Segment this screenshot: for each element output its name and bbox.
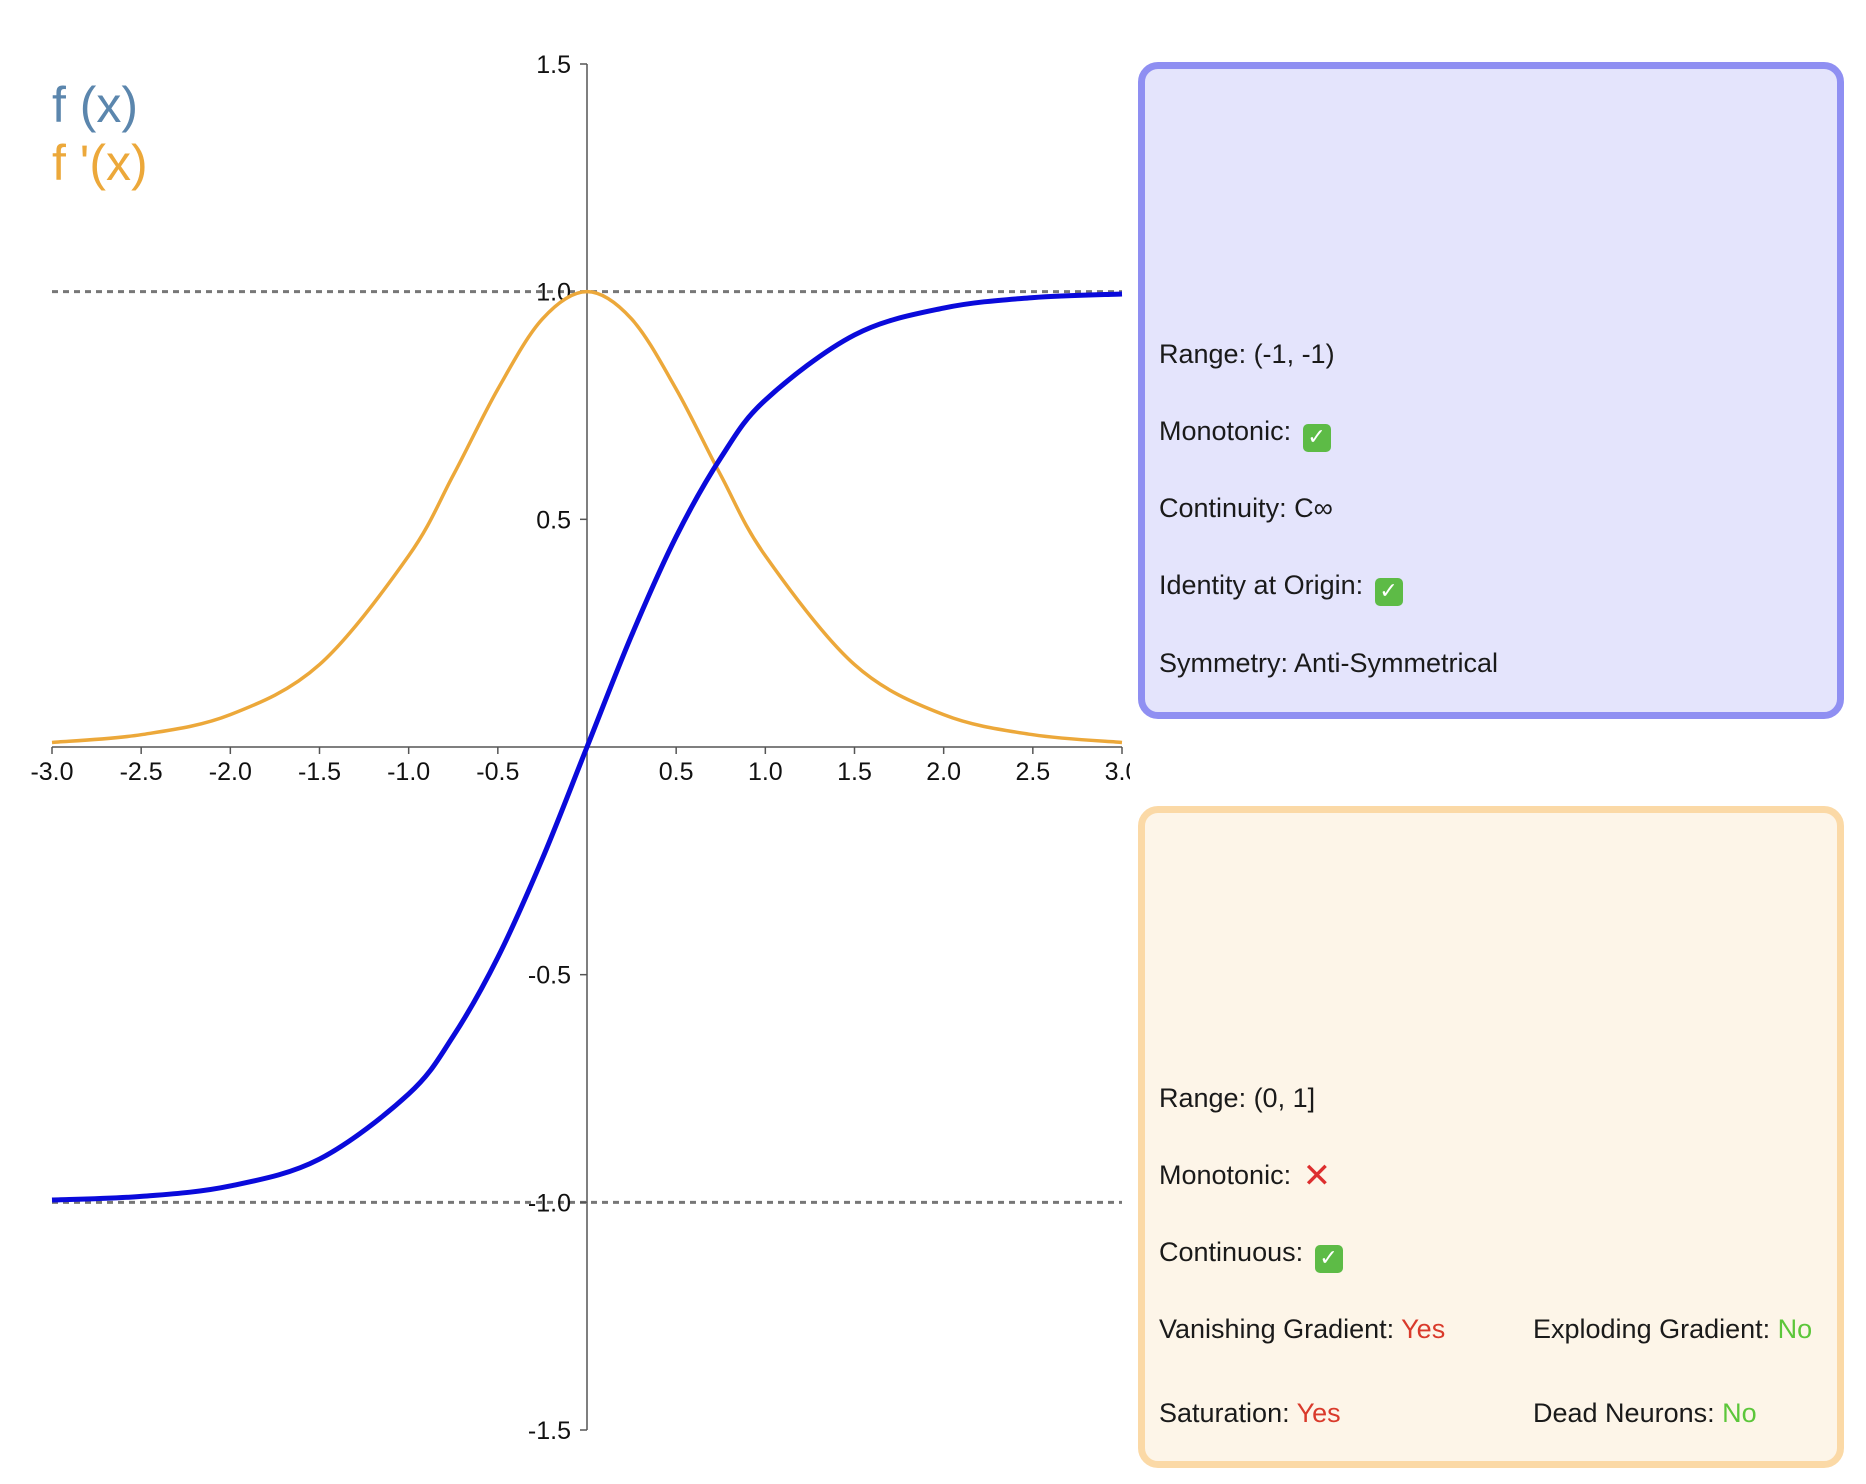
axes: -3.0 -2.5 -2.0 -1.5 -1.0 -0.5 0.5 1.0 1.5 2.0 2.5 3… — [30, 51, 1130, 1445]
x-tick-label: -1.5 — [298, 758, 341, 786]
f-continuity: Continuity: C∞ — [1159, 493, 1333, 523]
exploding-label: Exploding Gradient: — [1533, 1314, 1778, 1344]
fprime-dead-neurons: Dead Neurons: No — [1533, 1398, 1757, 1429]
derivative-properties-panel: Range: (0, 1] Monotonic: ✕ Continuous: ✓… — [1138, 806, 1844, 1468]
y-tick-label: -0.5 — [528, 962, 571, 990]
series-line-fprime — [51, 289, 1123, 745]
series-line-f — [51, 291, 1123, 1203]
x-tick-label: 3.0 — [1105, 758, 1130, 786]
f-identity: Identity at Origin: ✓ — [1159, 570, 1403, 606]
x-tick-label: 2.5 — [1015, 758, 1050, 786]
fprime-continuous: Continuous: ✓ — [1159, 1237, 1343, 1273]
cross-icon: ✕ — [1302, 1156, 1332, 1196]
reference-lines — [52, 290, 1122, 1204]
legend-f: f (x) — [52, 77, 139, 133]
f-monotonic-label: Monotonic: — [1159, 416, 1292, 446]
x-tick-label: 0.5 — [659, 758, 694, 786]
saturation-value: Yes — [1296, 1398, 1341, 1428]
chart-svg: -3.0 -2.5 -2.0 -1.5 -1.0 -0.5 0.5 1.0 1.5 2.0 2.5 3… — [30, 51, 1130, 1445]
legend-fprime: f '(x) — [52, 135, 148, 191]
x-tick-label: -0.5 — [476, 758, 519, 786]
y-tick-label: 1.0 — [536, 279, 571, 307]
f-symmetry: Symmetry: Anti-Symmetrical — [1159, 648, 1499, 678]
fprime-monotonic: Monotonic: ✕ — [1159, 1156, 1332, 1196]
fprime-monotonic-label: Monotonic: — [1159, 1160, 1292, 1190]
check-icon: ✓ — [1314, 1245, 1343, 1273]
dead-neurons-label: Dead Neurons: — [1533, 1398, 1723, 1428]
exploding-value: No — [1777, 1314, 1813, 1344]
x-tick-label: -3.0 — [30, 758, 73, 786]
check-icon: ✓ — [1374, 578, 1403, 606]
f-identity-label: Identity at Origin: — [1159, 570, 1364, 600]
f-monotonic: Monotonic: ✓ — [1159, 416, 1331, 452]
series-layer — [51, 289, 1123, 1203]
x-tick-label: -1.0 — [387, 758, 430, 786]
x-tick-label: -2.5 — [120, 758, 163, 786]
fprime-exploding: Exploding Gradient: No — [1533, 1314, 1812, 1345]
fprime-vanishing: Vanishing Gradient: Yes — [1159, 1314, 1445, 1345]
x-tick-label: -2.0 — [209, 758, 252, 786]
y-tick-label: -1.0 — [528, 1189, 571, 1217]
y-tick-label: 1.5 — [536, 51, 571, 79]
saturation-label: Saturation: — [1159, 1398, 1297, 1428]
fprime-continuous-label: Continuous: — [1159, 1237, 1304, 1267]
x-tick-label: 1.5 — [837, 758, 872, 786]
legend: f (x) f '(x) — [52, 76, 148, 192]
fprime-saturation: Saturation: Yes — [1159, 1398, 1341, 1429]
vanishing-value: Yes — [1401, 1314, 1446, 1344]
x-tick-label: 1.0 — [748, 758, 783, 786]
y-tick-label: -1.5 — [528, 1417, 571, 1445]
check-icon: ✓ — [1302, 424, 1331, 452]
function-properties-panel: Range: (-1, -1) Monotonic: ✓ Continuity:… — [1138, 62, 1844, 719]
y-tick-label: 0.5 — [536, 506, 571, 534]
f-range: Range: (-1, -1) — [1159, 339, 1335, 369]
dead-neurons-value: No — [1722, 1398, 1757, 1428]
x-tick-label: 2.0 — [926, 758, 961, 786]
vanishing-label: Vanishing Gradient: — [1159, 1314, 1402, 1344]
fprime-range: Range: (0, 1] — [1159, 1083, 1316, 1113]
